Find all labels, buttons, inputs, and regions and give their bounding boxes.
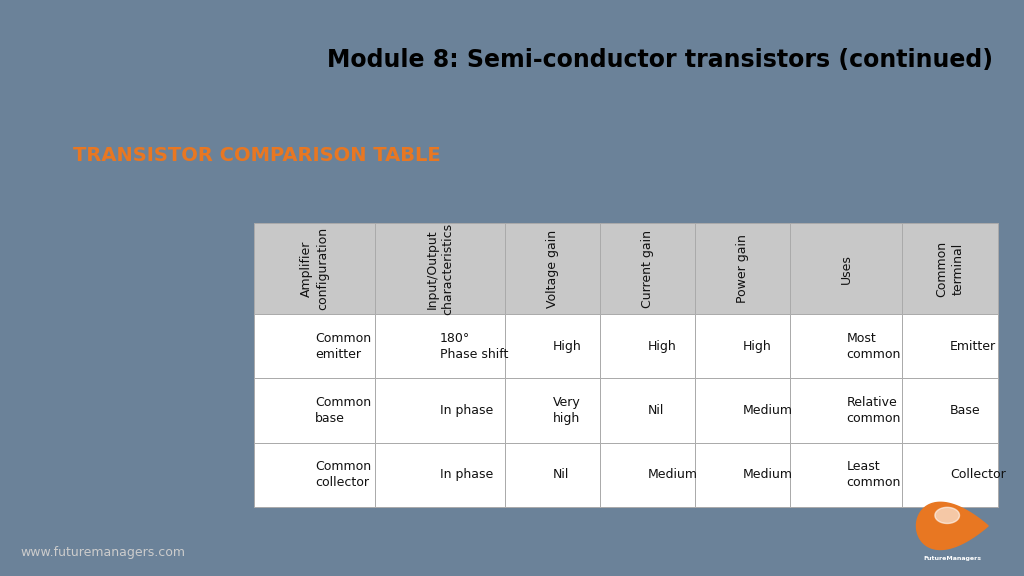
Text: www.futuremanagers.com: www.futuremanagers.com [20, 545, 185, 559]
Text: Medium: Medium [742, 468, 793, 482]
FancyBboxPatch shape [695, 314, 791, 378]
FancyBboxPatch shape [505, 378, 600, 443]
FancyBboxPatch shape [254, 443, 375, 507]
Text: Base: Base [950, 404, 981, 417]
FancyBboxPatch shape [600, 443, 695, 507]
FancyBboxPatch shape [505, 443, 600, 507]
Text: TRANSISTOR COMPARISON TABLE: TRANSISTOR COMPARISON TABLE [74, 146, 441, 165]
FancyBboxPatch shape [254, 378, 375, 443]
Text: Medium: Medium [742, 404, 793, 417]
Text: Most
common: Most common [846, 332, 901, 361]
FancyBboxPatch shape [902, 378, 997, 443]
Text: Least
common: Least common [846, 460, 901, 490]
Text: In phase: In phase [440, 468, 494, 482]
FancyBboxPatch shape [600, 223, 695, 314]
Text: Input/Output
characteristics: Input/Output characteristics [426, 223, 455, 315]
FancyBboxPatch shape [791, 378, 902, 443]
FancyBboxPatch shape [375, 378, 505, 443]
FancyBboxPatch shape [375, 223, 505, 314]
Text: High: High [647, 340, 676, 353]
FancyBboxPatch shape [600, 378, 695, 443]
Text: Common
collector: Common collector [314, 460, 371, 490]
Text: Module 8: Semi-conductor transistors (continued): Module 8: Semi-conductor transistors (co… [327, 48, 992, 72]
Text: 180°
Phase shift: 180° Phase shift [440, 332, 509, 361]
Text: Amplifier
configuration: Amplifier configuration [300, 228, 330, 310]
Text: Emitter: Emitter [950, 340, 996, 353]
Text: FutureManagers: FutureManagers [924, 556, 981, 560]
FancyBboxPatch shape [505, 314, 600, 378]
Text: High: High [552, 340, 582, 353]
Text: Medium: Medium [647, 468, 697, 482]
FancyBboxPatch shape [695, 378, 791, 443]
Text: Voltage gain: Voltage gain [546, 230, 559, 308]
Polygon shape [935, 507, 959, 524]
Text: Relative
common: Relative common [846, 396, 901, 425]
FancyBboxPatch shape [375, 443, 505, 507]
FancyBboxPatch shape [902, 223, 997, 314]
Text: Common
terminal: Common terminal [936, 241, 965, 297]
FancyBboxPatch shape [254, 314, 375, 378]
FancyBboxPatch shape [695, 443, 791, 507]
Text: Uses: Uses [840, 254, 853, 284]
Polygon shape [916, 502, 988, 550]
FancyBboxPatch shape [791, 223, 902, 314]
Text: Nil: Nil [647, 404, 664, 417]
Text: High: High [742, 340, 771, 353]
FancyBboxPatch shape [600, 314, 695, 378]
Text: Common
base: Common base [314, 396, 371, 425]
FancyBboxPatch shape [254, 223, 375, 314]
Text: Power gain: Power gain [736, 234, 750, 304]
FancyBboxPatch shape [505, 223, 600, 314]
FancyBboxPatch shape [375, 314, 505, 378]
Text: Very
high: Very high [552, 396, 581, 425]
Text: In phase: In phase [440, 404, 494, 417]
FancyBboxPatch shape [902, 314, 997, 378]
FancyBboxPatch shape [791, 443, 902, 507]
FancyBboxPatch shape [791, 314, 902, 378]
FancyBboxPatch shape [902, 443, 997, 507]
FancyBboxPatch shape [695, 223, 791, 314]
Text: Nil: Nil [552, 468, 568, 482]
Text: Current gain: Current gain [641, 230, 654, 308]
Text: Common
emitter: Common emitter [314, 332, 371, 361]
Text: Collector: Collector [950, 468, 1006, 482]
